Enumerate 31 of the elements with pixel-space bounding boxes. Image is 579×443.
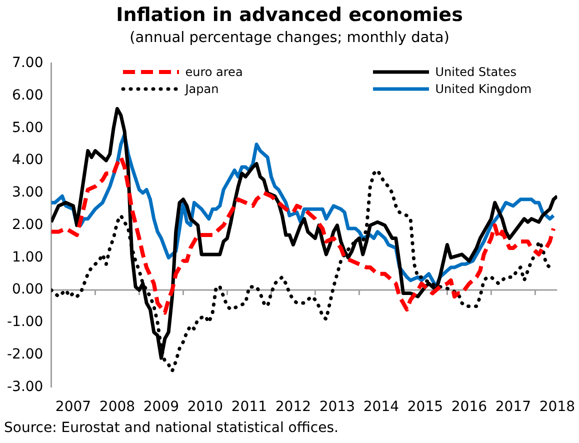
chart-subtitle: (annual percentage changes; monthly data) [128, 30, 450, 46]
y-tick-label: -2.00 [6, 346, 44, 362]
legend-label: United Kingdom [435, 82, 532, 96]
x-tick-label: 2010 [187, 399, 224, 416]
x-tick-label: 2014 [363, 399, 400, 416]
chart-title: Inflation in advanced economies [115, 4, 464, 26]
x-tick-label: 2013 [319, 399, 356, 416]
legend-label: Japan [185, 82, 219, 96]
y-tick-label: -3.00 [6, 378, 44, 395]
x-tick-label: 2017 [495, 399, 532, 416]
y-tick-label: 1.00 [12, 249, 44, 266]
x-tick-label: 2018 [539, 399, 576, 416]
y-tick-label: 2.00 [12, 216, 44, 233]
source-note: Source: Eurostat and national statistical offices. [4, 420, 338, 436]
y-tick-label: 7.00 [12, 55, 44, 72]
y-tick-label: 6.00 [12, 87, 44, 104]
x-tick-label: 2008 [99, 399, 136, 416]
y-tick-label: -1.00 [6, 314, 44, 330]
y-tick-label: 3.00 [12, 184, 44, 201]
x-tick-label: 2009 [143, 399, 180, 416]
x-tick-label: 2012 [275, 399, 312, 416]
y-tick-label: 4.00 [12, 152, 44, 168]
y-tick-label: 5.00 [12, 120, 44, 136]
line-series [51, 155, 556, 315]
x-tick-label: 2011 [231, 399, 268, 416]
x-tick-label: 2016 [451, 399, 488, 416]
legend-label: United States [435, 65, 516, 80]
x-tick-label: 2015 [407, 399, 444, 416]
legend-label: euro area [185, 65, 243, 80]
x-tick-label: 2007 [55, 399, 92, 416]
y-tick-label: 0.00 [12, 282, 44, 298]
